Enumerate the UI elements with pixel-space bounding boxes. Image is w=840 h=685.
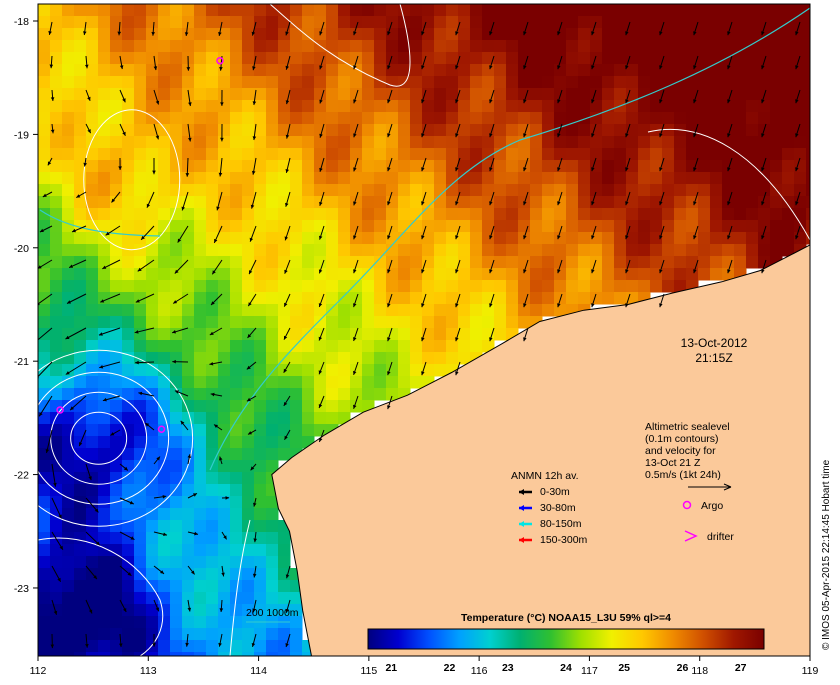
colorbar-tick-label: 22 (444, 662, 456, 674)
legend-label-150-300m: 150-300m (540, 534, 588, 546)
lat-tick-label: -23 (14, 583, 29, 595)
lon-tick-label: 116 (471, 665, 488, 677)
colorbar-tick-label: 23 (502, 662, 514, 674)
lon-tick-label: 118 (691, 665, 708, 677)
lon-tick-label: 113 (140, 665, 157, 677)
legend-label-0-30m: 0-30m (540, 486, 570, 498)
colorbar-title: Temperature (°C) NOAA15_L3U 59% ql>=4 (461, 612, 671, 624)
colorbar-tick-label: 24 (560, 662, 572, 674)
altimetry-line-3: and velocity for (645, 445, 716, 457)
colorbar-tick-label: 27 (735, 662, 747, 674)
lon-tick-label: 119 (802, 665, 819, 677)
lat-tick-label: -20 (14, 243, 29, 255)
lon-tick-label: 112 (30, 665, 47, 677)
legend-label-80-150m: 80-150m (540, 518, 582, 530)
lon-tick-label: 115 (360, 665, 377, 677)
lat-tick-label: -18 (14, 16, 29, 28)
lon-tick-label: 117 (581, 665, 598, 677)
lat-tick-label: -21 (14, 356, 29, 368)
timestamp-date: 13-Oct-2012 (681, 336, 748, 350)
colorbar-scale (368, 629, 764, 649)
colorbar-tick-label: 25 (618, 662, 630, 674)
lon-tick-label: 114 (250, 665, 267, 677)
colorbar-tick-label: 21 (385, 662, 397, 674)
timestamp-time: 21:15Z (695, 351, 732, 365)
legend-label-argo: Argo (701, 500, 723, 512)
colorbar-tick-label: 26 (677, 662, 689, 674)
legend-label-drifter: drifter (707, 531, 734, 543)
legend-label-30-80m: 30-80m (540, 502, 576, 514)
lat-tick-label: -22 (14, 470, 29, 482)
copyright-caption: © IMOS 05-Apr-2015 22:14:45 Hobart time (821, 459, 832, 650)
altimetry-line-2: (0.1m contours) (645, 433, 719, 445)
altimetry-line-4: 13-Oct 21 Z (645, 457, 701, 469)
isobath-label: 200 1000m (246, 607, 299, 619)
legend-title: ANMN 12h av. (511, 470, 579, 482)
lat-tick-label: -19 (14, 129, 29, 141)
altimetry-line-1: Altimetric sealevel (645, 421, 730, 433)
altimetry-line-5: 0.5m/s (1kt 24h) (645, 469, 721, 481)
